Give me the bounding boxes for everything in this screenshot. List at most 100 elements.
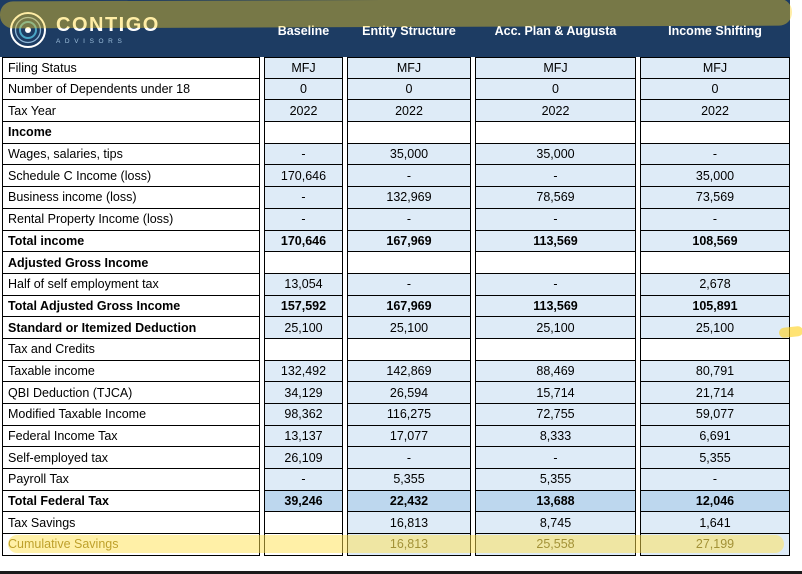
cell-value: 15,714 bbox=[475, 382, 636, 404]
cell-value: 59,077 bbox=[640, 404, 790, 426]
cell-value: 113,569 bbox=[475, 295, 636, 318]
window-bottom-edge bbox=[0, 571, 802, 574]
cell-value: 25,558 bbox=[475, 534, 636, 556]
column-header: Entity Structure bbox=[362, 24, 456, 38]
cell-value: - bbox=[264, 187, 343, 209]
cell-value bbox=[347, 338, 471, 361]
cell-value: 13,137 bbox=[264, 425, 343, 448]
cell-value bbox=[475, 252, 636, 274]
cell-value: - bbox=[475, 447, 636, 470]
cell-value: 2022 bbox=[475, 100, 636, 123]
cell-value bbox=[475, 122, 636, 144]
cell-value: - bbox=[264, 143, 343, 166]
brand-text: CONTIGO ADVISORS bbox=[56, 15, 160, 45]
row-label: Tax Savings bbox=[2, 512, 260, 535]
cell-value: 25,100 bbox=[264, 317, 343, 339]
cell-value: 26,594 bbox=[347, 382, 471, 404]
row-label: Tax Year bbox=[2, 100, 260, 123]
column-header: Acc. Plan & Augusta bbox=[494, 24, 617, 38]
brand-name: CONTIGO bbox=[56, 13, 160, 36]
cell-value: 98,362 bbox=[264, 404, 343, 426]
row-label: Wages, salaries, tips bbox=[2, 143, 260, 166]
cell-value: 35,000 bbox=[640, 165, 790, 188]
cell-value: - bbox=[347, 208, 471, 231]
cell-value: - bbox=[347, 273, 471, 296]
cell-value bbox=[264, 252, 343, 274]
cell-value: 8,333 bbox=[475, 425, 636, 448]
row-label: Total Adjusted Gross Income bbox=[2, 295, 260, 318]
row-label: Tax and Credits bbox=[2, 338, 260, 361]
cell-value: 16,813 bbox=[347, 534, 471, 556]
cell-value: 34,129 bbox=[264, 382, 343, 404]
cell-value: 167,969 bbox=[347, 295, 471, 318]
row-label: Self-employed tax bbox=[2, 447, 260, 470]
row-label: Business income (loss) bbox=[2, 187, 260, 209]
row-label: Income bbox=[2, 122, 260, 144]
cell-value: 22,432 bbox=[347, 490, 471, 513]
cell-value: MFJ bbox=[264, 57, 343, 79]
cell-value: 8,745 bbox=[475, 512, 636, 535]
column-header: Income Shifting bbox=[668, 24, 762, 38]
cell-value bbox=[264, 534, 343, 556]
row-label: Cumulative Savings bbox=[2, 534, 260, 556]
table-header: CONTIGO ADVISORS Baseline Entity Structur… bbox=[0, 0, 790, 57]
cell-value: 105,891 bbox=[640, 295, 790, 318]
row-label: Filing Status bbox=[2, 57, 260, 79]
cell-value: 39,246 bbox=[264, 490, 343, 513]
cell-value bbox=[640, 122, 790, 144]
cell-value: 25,100 bbox=[347, 317, 471, 339]
row-label: Total income bbox=[2, 230, 260, 253]
cell-value: 170,646 bbox=[264, 165, 343, 188]
cell-value bbox=[347, 122, 471, 144]
cell-value: 21,714 bbox=[640, 382, 790, 404]
cell-value: 26,109 bbox=[264, 447, 343, 470]
row-label: Payroll Tax bbox=[2, 469, 260, 491]
cell-value bbox=[264, 338, 343, 361]
cell-value: 25,100 bbox=[475, 317, 636, 339]
cell-value: 17,077 bbox=[347, 425, 471, 448]
row-label: Standard or Itemized Deduction bbox=[2, 317, 260, 339]
cell-value: 132,492 bbox=[264, 360, 343, 383]
cell-value: 0 bbox=[264, 78, 343, 101]
cell-value: 132,969 bbox=[347, 187, 471, 209]
cell-value: - bbox=[475, 208, 636, 231]
cell-value: 13,054 bbox=[264, 273, 343, 296]
column-header: Baseline bbox=[277, 24, 330, 38]
cell-value: 88,469 bbox=[475, 360, 636, 383]
cell-value: 1,641 bbox=[640, 512, 790, 535]
cell-value: 0 bbox=[640, 78, 790, 101]
cell-value: 142,869 bbox=[347, 360, 471, 383]
cell-value: - bbox=[264, 469, 343, 491]
cell-value: 5,355 bbox=[475, 469, 636, 491]
cell-value: 108,569 bbox=[640, 230, 790, 253]
cell-value: 35,000 bbox=[347, 143, 471, 166]
row-label: Number of Dependents under 18 bbox=[2, 78, 260, 101]
cell-value: - bbox=[475, 165, 636, 188]
cell-value: - bbox=[640, 208, 790, 231]
cell-value: MFJ bbox=[640, 57, 790, 79]
cell-value: 170,646 bbox=[264, 230, 343, 253]
cell-value: - bbox=[475, 273, 636, 296]
cell-value: 35,000 bbox=[475, 143, 636, 166]
cell-value: - bbox=[640, 143, 790, 166]
row-label: Modified Taxable Income bbox=[2, 404, 260, 426]
cell-value: 78,569 bbox=[475, 187, 636, 209]
cell-value: 0 bbox=[347, 78, 471, 101]
cell-value bbox=[475, 338, 636, 361]
comparison-table: Filing Status MFJ MFJ MFJ MFJ Number of Depen… bbox=[0, 57, 790, 556]
compass-logo-icon bbox=[10, 11, 46, 48]
row-label: Total Federal Tax bbox=[2, 490, 260, 513]
cell-value: 2,678 bbox=[640, 273, 790, 296]
cell-value: - bbox=[347, 447, 471, 470]
row-label: QBI Deduction (TJCA) bbox=[2, 382, 260, 404]
cell-value: 27,199 bbox=[640, 534, 790, 556]
cell-value: 5,355 bbox=[347, 469, 471, 491]
cell-value bbox=[640, 338, 790, 361]
cell-value: 25,100 bbox=[640, 317, 790, 339]
cell-value: 0 bbox=[475, 78, 636, 101]
cell-value bbox=[264, 512, 343, 535]
brand-subtitle: ADVISORS bbox=[56, 37, 127, 45]
cell-value bbox=[264, 122, 343, 144]
row-label: Federal Income Tax bbox=[2, 425, 260, 448]
